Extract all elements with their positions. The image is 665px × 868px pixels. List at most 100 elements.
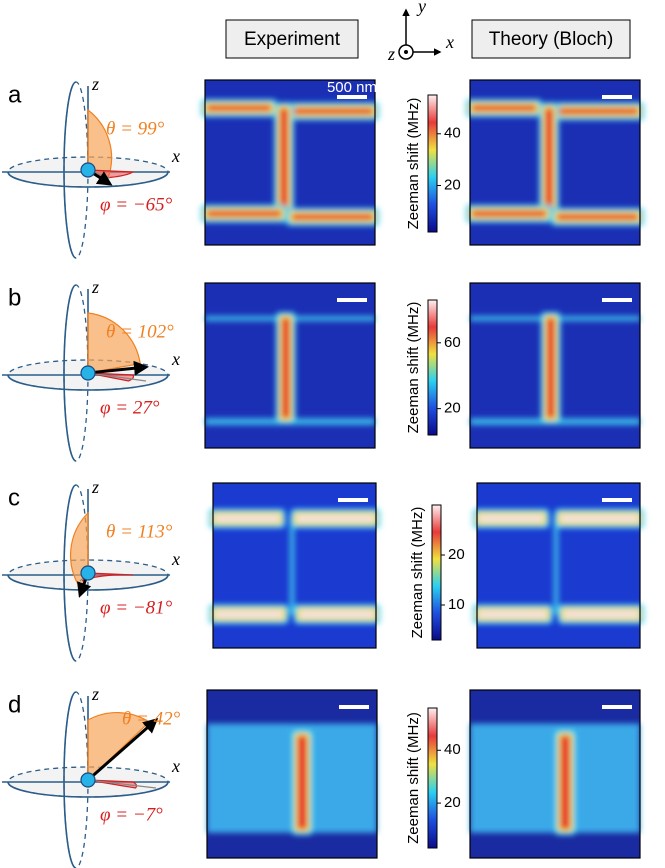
- heatmap-features: [201, 99, 379, 226]
- bar-core: [563, 610, 638, 618]
- heatmap: [206, 689, 378, 859]
- axis-label: z: [91, 684, 99, 704]
- theta-label: θ = 113°: [106, 521, 173, 542]
- field-arrow: [87, 718, 159, 782]
- bar-core: [215, 514, 280, 523]
- colorbar-label: Zeeman shift (MHz): [409, 507, 426, 639]
- colorbar: [427, 94, 438, 233]
- heatmap-frame: [204, 79, 376, 246]
- meridian-front: [63, 81, 77, 259]
- bar-core: [479, 610, 547, 618]
- bar-core: [472, 210, 547, 217]
- meridian-front: [63, 484, 77, 662]
- axis-label: y: [416, 0, 426, 16]
- theta-sector: [87, 312, 141, 374]
- panel-label: b: [8, 284, 21, 311]
- nv-center: [80, 772, 96, 788]
- axis-label: z: [91, 74, 99, 94]
- axis-label: x: [171, 349, 180, 369]
- heatmap: [209, 482, 380, 649]
- nv-center: [80, 565, 96, 581]
- heatmap: [469, 689, 641, 859]
- equator-front: [7, 171, 169, 188]
- colorbar-tick-label: 20: [444, 176, 461, 193]
- projection: [87, 779, 157, 789]
- colorbar: [427, 299, 438, 436]
- bar-core: [546, 318, 555, 418]
- heatmap-frame: [206, 689, 378, 859]
- bar-core: [207, 210, 282, 217]
- colorbar: [431, 504, 442, 641]
- sphere-diagram: [2, 691, 170, 868]
- sphere-diagram: [2, 81, 170, 259]
- colorbar-label: Zeeman shift (MHz): [405, 712, 422, 844]
- axis-label: x: [171, 146, 180, 166]
- panel-label: c: [8, 484, 20, 511]
- bar-core: [472, 105, 536, 111]
- nv-center: [80, 365, 96, 381]
- bar-core: [292, 214, 373, 220]
- heatmap-frame: [204, 282, 376, 449]
- faint-line: [289, 516, 295, 615]
- bar-core: [297, 735, 307, 830]
- heatmap-features: [470, 723, 640, 836]
- bar-core: [557, 214, 638, 220]
- colorbar-tick-label: 20: [444, 794, 461, 811]
- colorbar-tick-label: 40: [444, 741, 461, 758]
- scale-bar-label: 500 nm: [327, 79, 377, 96]
- bar-core: [207, 105, 271, 111]
- heatmap-features: [207, 723, 377, 836]
- coordinate-icon: y x z: [387, 0, 454, 64]
- theta-label: θ = 99°: [106, 118, 165, 139]
- sphere-diagram: [2, 484, 170, 662]
- phi-label: φ = −7°: [100, 804, 163, 825]
- colorbar-label: Zeeman shift (MHz): [405, 98, 422, 230]
- header-box: [225, 19, 359, 59]
- heatmap: [204, 282, 376, 449]
- heatmap: [201, 79, 379, 246]
- projection: [87, 372, 147, 382]
- colorbar-tick-label: 10: [448, 596, 465, 613]
- equator-front: [7, 374, 169, 391]
- phi-label: φ = −81°: [100, 597, 173, 618]
- nv-center: [80, 162, 96, 178]
- theta-label: θ = 102°: [106, 321, 174, 342]
- heatmap-frame: [212, 482, 377, 649]
- phi-label: φ = 27°: [100, 397, 160, 418]
- heatmap-frame: [469, 689, 641, 859]
- axis-label: z: [387, 44, 395, 64]
- bar-core: [550, 108, 638, 115]
- theta-label: θ = 42°: [122, 708, 181, 729]
- heatmap-features: [466, 99, 644, 226]
- header-box: [471, 19, 631, 59]
- heatmap-frame: [476, 482, 641, 649]
- colorbar-tick-label: 20: [444, 400, 461, 417]
- heatmap: [473, 482, 644, 649]
- heatmap: [466, 79, 644, 246]
- colorbar-tick-label: 40: [444, 125, 461, 142]
- heatmap-features: [209, 508, 380, 624]
- colorbar: [427, 707, 438, 849]
- bar-core: [545, 108, 553, 217]
- axis-label: x: [171, 756, 180, 776]
- axis-label: z: [91, 477, 99, 497]
- heatmap-features: [473, 508, 644, 624]
- bar-core: [215, 610, 283, 618]
- bar-core: [479, 514, 544, 523]
- axis-label: x: [171, 549, 180, 569]
- colorbar-tick-label: 20: [448, 546, 465, 563]
- bar-core: [560, 735, 570, 830]
- panel-label: a: [8, 81, 22, 108]
- header: Experiment: [244, 29, 341, 50]
- panel-label: d: [8, 691, 21, 718]
- colorbar-label: Zeeman shift (MHz): [405, 302, 422, 434]
- header: Theory (Bloch): [489, 29, 614, 50]
- bar-core: [281, 318, 290, 418]
- heatmap: [469, 282, 641, 449]
- heatmap-features: [205, 312, 375, 425]
- heatmap-features: [470, 312, 640, 425]
- equator-front: [7, 781, 169, 798]
- phi-label: φ = −65°: [100, 194, 173, 215]
- axis-label: z: [91, 277, 99, 297]
- field-arrow: [87, 360, 149, 376]
